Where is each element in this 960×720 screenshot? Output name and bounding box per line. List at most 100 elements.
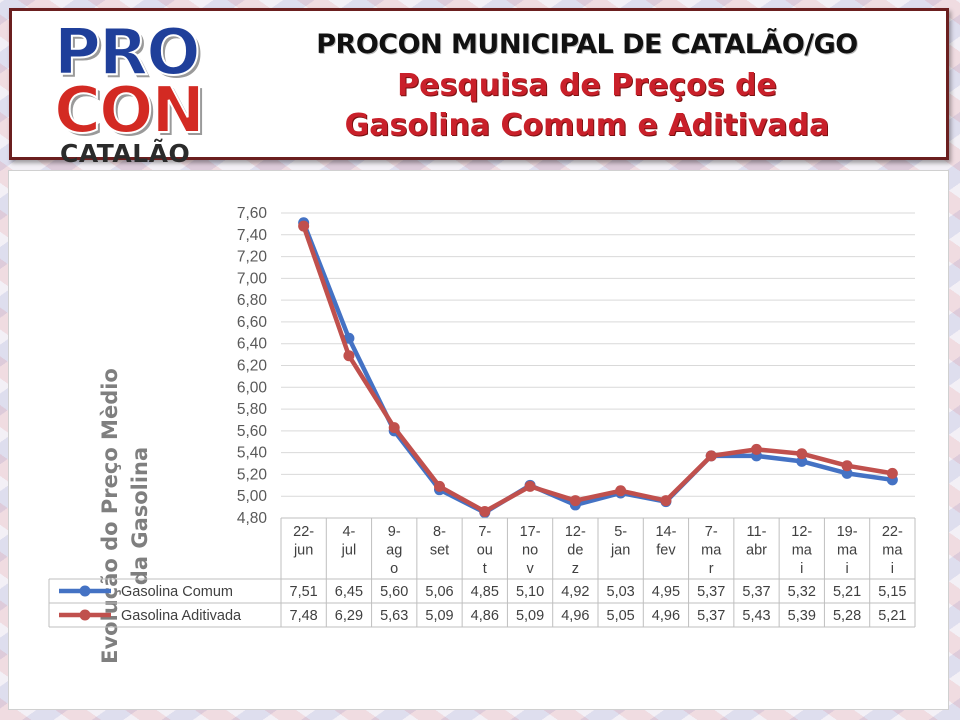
x-tick-label: i	[891, 561, 894, 577]
x-tick-label: ma	[701, 543, 722, 559]
x-tick-label: z	[572, 561, 579, 577]
header-titles: PROCON MUNICIPAL DE CATALÃO/GO Pesquisa …	[227, 29, 947, 146]
y-axis-title-line1: Evolução do Preço Mèdio	[98, 368, 122, 664]
header-banner: PRO CON CATALÃO PROCON MUNICIPAL DE CATA…	[9, 8, 949, 168]
x-tick-label: jan	[610, 543, 630, 559]
data-label: 4,92	[561, 584, 589, 600]
data-point	[479, 505, 491, 517]
data-point	[298, 220, 310, 232]
x-tick-label: v	[526, 561, 534, 577]
x-tick-label: 12-	[565, 524, 586, 540]
data-label: 5,39	[788, 608, 816, 624]
x-tick-label: ma	[792, 543, 813, 559]
data-point	[343, 350, 355, 362]
data-point	[886, 467, 898, 479]
x-tick-label: r	[709, 561, 714, 577]
x-tick-label: 8-	[433, 524, 446, 540]
data-label: 5,10	[516, 584, 544, 600]
x-tick-label: 7-	[705, 524, 718, 540]
data-label: 5,37	[697, 608, 725, 624]
x-tick-label: t	[483, 561, 487, 577]
y-tick-label: 5,00	[237, 488, 268, 505]
y-tick-label: 5,60	[237, 423, 268, 440]
data-label: 5,15	[878, 584, 906, 600]
title-survey-line2: Gasolina Comum e Aditivada	[344, 108, 830, 143]
data-point	[841, 467, 853, 479]
y-tick-label: 5,40	[237, 445, 268, 462]
x-tick-label: 9-	[388, 524, 401, 540]
y-tick-label: 5,20	[237, 466, 268, 483]
y-tick-label: 5,80	[237, 401, 268, 418]
data-label: 5,28	[833, 608, 861, 624]
y-tick-label: 6,20	[237, 358, 268, 375]
data-label: 5,43	[742, 608, 770, 624]
y-tick-label: 7,60	[237, 205, 268, 222]
data-label: 5,06	[425, 584, 453, 600]
x-tick-label: ma	[882, 543, 903, 559]
x-tick-label: ou	[477, 543, 493, 559]
data-label: 4,86	[471, 608, 499, 624]
legend-series-name: Gasolina Comum	[121, 584, 233, 600]
title-survey-line1: Pesquisa de Preços de	[397, 68, 777, 103]
y-tick-label: 7,40	[237, 227, 268, 244]
data-label: 5,63	[380, 608, 408, 624]
data-label: 5,09	[425, 608, 453, 624]
x-tick-label: jul	[341, 543, 357, 559]
data-label: 4,95	[652, 584, 680, 600]
x-tick-label: 19-	[837, 524, 858, 540]
data-label: 5,32	[788, 584, 816, 600]
x-tick-label: abr	[746, 543, 767, 559]
logo-con-text: CON	[53, 74, 206, 148]
x-tick-label: 22-	[293, 524, 314, 540]
data-label: 4,85	[471, 584, 499, 600]
x-tick-label: jun	[293, 543, 313, 559]
data-point	[388, 422, 400, 434]
x-tick-label: ag	[386, 543, 402, 559]
x-tick-label: de	[567, 543, 583, 559]
x-tick-label: ma	[837, 543, 858, 559]
x-tick-label: 11-	[747, 524, 767, 540]
data-label: 5,09	[516, 608, 544, 624]
data-point	[660, 495, 672, 507]
legend-series-name: Gasolina Aditivada	[121, 608, 242, 624]
data-label: 5,37	[697, 584, 725, 600]
data-label: 5,21	[878, 608, 906, 624]
series-line-comum	[301, 220, 895, 515]
y-tick-label: 6,00	[237, 379, 268, 396]
data-label: 4,96	[652, 608, 680, 624]
data-label: 7,48	[290, 608, 318, 624]
y-tick-label: 6,60	[237, 314, 268, 331]
title-organization: PROCON MUNICIPAL DE CATALÃO/GO	[316, 29, 858, 60]
y-tick-label: 7,00	[237, 270, 268, 287]
x-tick-label: o	[390, 561, 398, 577]
legend-marker	[79, 585, 91, 597]
x-tick-label: 7-	[478, 524, 491, 540]
procon-logo: PRO CON CATALÃO	[53, 20, 219, 168]
series-line-aditivada	[301, 223, 895, 514]
data-label: 5,05	[607, 608, 635, 624]
x-tick-label: 22-	[882, 524, 903, 540]
x-tick-label: 5-	[614, 524, 627, 540]
data-point	[569, 495, 581, 507]
y-tick-labels: 7,60 7,40 7,20 7,00 6,80 6,60 6,40 6,20 6,00 5,80…	[237, 205, 268, 527]
series-lines	[298, 217, 898, 519]
x-tick-label: fev	[656, 543, 676, 559]
x-tick-label: i	[800, 561, 803, 577]
legend-marker	[79, 609, 91, 621]
data-point	[705, 450, 717, 462]
data-point	[751, 443, 762, 455]
data-label: 5,60	[380, 584, 408, 600]
data-label: 4,96	[561, 608, 589, 624]
data-label: 7,51	[290, 584, 318, 600]
data-label: 6,45	[335, 584, 363, 600]
data-point	[434, 480, 445, 492]
data-table: 22- jun 4- jul 9- ag o 8- set 7- ou t 17- no v 12- de z 5-…	[48, 517, 916, 628]
x-tick-label: i	[845, 561, 848, 577]
x-tick-label: 12-	[791, 524, 812, 540]
y-tick-label: 6,80	[237, 292, 268, 309]
data-point	[796, 448, 808, 460]
x-tick-label: 14-	[655, 524, 676, 540]
y-tick-label: 7,20	[237, 249, 268, 266]
y-axis-title-line2: da Gasolina	[128, 447, 152, 585]
data-label: 5,37	[742, 584, 770, 600]
